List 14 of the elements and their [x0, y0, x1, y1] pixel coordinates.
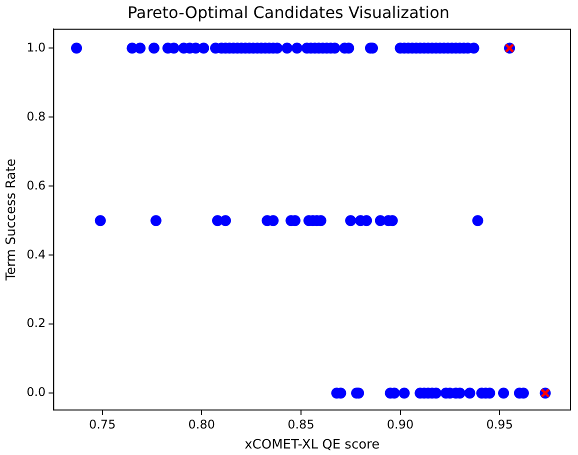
- x-tick-label: 0.95: [486, 417, 513, 432]
- x-tick-label: 0.85: [288, 417, 314, 432]
- y-tick-label: 0.8: [26, 109, 46, 124]
- x-tick-label: 0.75: [88, 417, 116, 432]
- x-axis-title: xCOMET-XL QE score: [244, 438, 380, 453]
- y-tick-label: 0.6: [26, 178, 46, 192]
- y-tick-label: 0.4: [26, 247, 46, 262]
- x-tick-label: 0.80: [188, 417, 216, 432]
- y-tick-label: 0.2: [26, 316, 46, 330]
- y-tick-label: 1.0: [26, 40, 46, 54]
- y-tick-label: 0.0: [26, 385, 46, 400]
- x-tick-label: 0.90: [386, 417, 414, 432]
- chart-title: Pareto-Optimal Candidates Visualization: [127, 2, 450, 22]
- y-axis-title: Term Success Rate: [4, 158, 20, 282]
